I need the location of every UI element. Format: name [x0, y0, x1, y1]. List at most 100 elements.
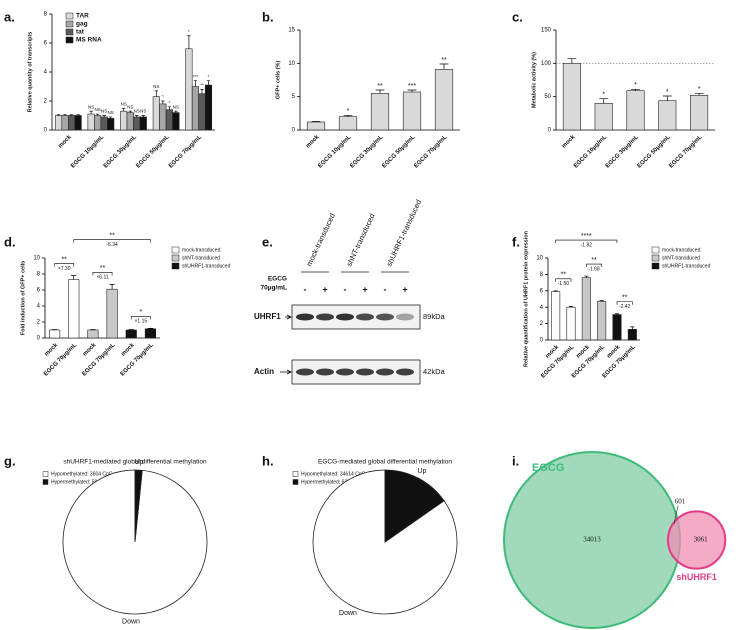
y-tick-label: 4 [44, 70, 48, 76]
count-label: 34013 [583, 536, 601, 544]
error-bar [96, 113, 100, 116]
significance-label: ** [441, 57, 447, 64]
group-label: shUHRF1-transduced [384, 198, 423, 268]
pie-title: EGCG-mediated global differential methyl… [318, 459, 452, 466]
legend-swatch [171, 254, 180, 262]
bar [125, 329, 137, 339]
comparison-bracket [555, 278, 572, 282]
blot-band [376, 368, 394, 376]
y-tick-label: 0 [292, 128, 296, 134]
error-bar [407, 89, 417, 92]
error-bar [584, 275, 589, 278]
comparison-bracket [73, 239, 151, 243]
error-bar [567, 58, 577, 64]
bar [126, 112, 134, 131]
comparison-stars: ** [622, 295, 628, 302]
comparison-label: -1.82 [581, 242, 593, 248]
slice-label: Down [339, 610, 357, 617]
comparison-label: -6.34 [106, 242, 118, 248]
x-tick-label: EGCG 70µg/mL [81, 342, 116, 377]
treatment-level: - [384, 284, 387, 294]
y-tick-label: 10 [288, 61, 295, 67]
significance-label: *** [408, 83, 416, 90]
arrow [280, 369, 292, 375]
bar [87, 329, 99, 339]
comparison-bracket [92, 272, 113, 276]
error-bar [343, 114, 353, 117]
set-label: EGCG [532, 462, 564, 474]
significance-label: NS [101, 109, 107, 114]
group-label: mock-transduced [304, 212, 336, 268]
treatment-level: + [362, 284, 367, 294]
bar [165, 109, 173, 131]
bar [159, 103, 167, 131]
significance-label: * [698, 86, 701, 93]
panel-letter: e. [262, 234, 273, 249]
error-bar [56, 114, 61, 116]
band-size: 42kDa [423, 367, 446, 376]
error-bar [614, 313, 620, 315]
legend-swatch [171, 246, 180, 254]
bar [581, 277, 591, 341]
treatment-level: - [304, 284, 307, 294]
bar [133, 116, 141, 131]
pie-slice [134, 469, 143, 543]
significance-label: * [208, 74, 210, 79]
comparison-label: -1.68 [588, 266, 600, 272]
band-name: Actin [254, 367, 274, 376]
bar [306, 121, 326, 131]
significance-label: * [666, 89, 669, 96]
y-tick-label: 0 [548, 128, 552, 134]
y-tick-label: 50 [544, 94, 551, 100]
y-tick-label: 150 [541, 28, 552, 34]
comparison-stars: ** [61, 256, 67, 263]
y-axis-label: GFP+ cells (%) [275, 61, 281, 100]
count-label: 3061 [694, 536, 709, 544]
x-tick-label: EGCG 10µg/mL [70, 134, 105, 169]
treatment-label: 70µg/mL [260, 285, 287, 292]
bar [551, 291, 561, 341]
arrow [285, 314, 292, 320]
legend-swatch [42, 471, 49, 477]
x-tick-label: mock [44, 342, 60, 358]
bar [562, 63, 581, 131]
significance-label: * [162, 94, 164, 99]
significance-label: NS [134, 109, 140, 114]
panel-letter: g. [4, 453, 16, 468]
x-tick-label: mock [57, 134, 73, 150]
legend-swatch [292, 471, 299, 477]
bar [152, 96, 160, 131]
bar [172, 112, 180, 131]
legend-swatch [42, 479, 49, 485]
significance-label: NS [173, 104, 179, 109]
y-tick-label: 2 [37, 320, 41, 326]
error-bar [553, 290, 558, 292]
blot-band [396, 368, 414, 376]
band-name: UHRF1 [254, 312, 281, 321]
slice-label: Up [135, 459, 144, 466]
y-tick-label: 8 [540, 272, 544, 278]
significance-label: ** [200, 83, 204, 88]
error-bar [63, 114, 67, 116]
y-tick-label: 6 [37, 288, 41, 294]
significance-label: * [188, 29, 190, 34]
legend-label: Hypermethylated: 6272 CpGs (15.3%) [301, 479, 386, 485]
panel-letter: f. [512, 234, 520, 249]
comparison-label: -2.42 [619, 304, 631, 310]
legend-label: mock-transduced [182, 247, 221, 253]
blot-band [396, 313, 414, 321]
error-bar [439, 63, 449, 70]
x-tick-label: EGCG 30µg/mL [605, 134, 640, 169]
count-label: 601 [675, 498, 686, 506]
treatment-level: - [344, 284, 347, 294]
legend-label: Hypermethylated: 58 CpGs (1.6%) [51, 479, 128, 485]
legend-swatch [292, 479, 299, 485]
bar [370, 93, 390, 131]
comparison-bracket [54, 263, 75, 267]
bar [612, 314, 622, 341]
x-tick-label: EGCG 50µg/mL [637, 134, 672, 169]
significance-label: NS [153, 84, 159, 89]
error-bar [76, 114, 80, 116]
legend-label: shUHRF1-transduced [662, 263, 711, 269]
significance-label: ** [377, 83, 383, 90]
